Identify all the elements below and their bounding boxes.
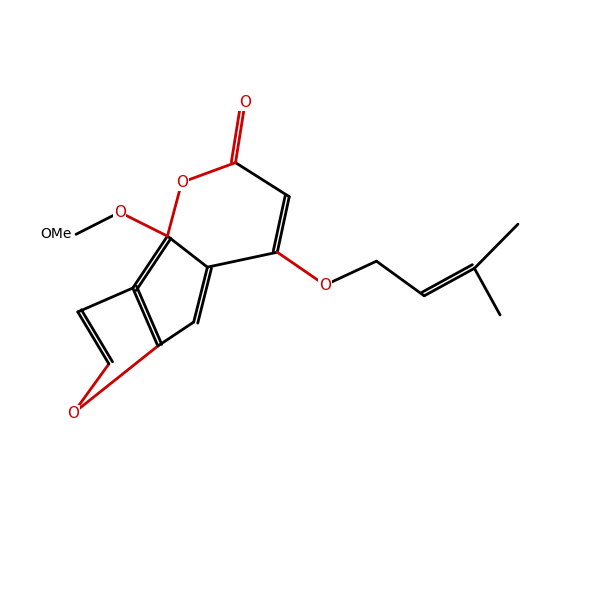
Text: O: O <box>67 406 79 421</box>
Text: O: O <box>113 205 125 220</box>
Text: O: O <box>176 175 188 190</box>
Text: OMe: OMe <box>40 227 71 241</box>
Text: O: O <box>319 278 331 293</box>
Text: O: O <box>239 95 251 110</box>
